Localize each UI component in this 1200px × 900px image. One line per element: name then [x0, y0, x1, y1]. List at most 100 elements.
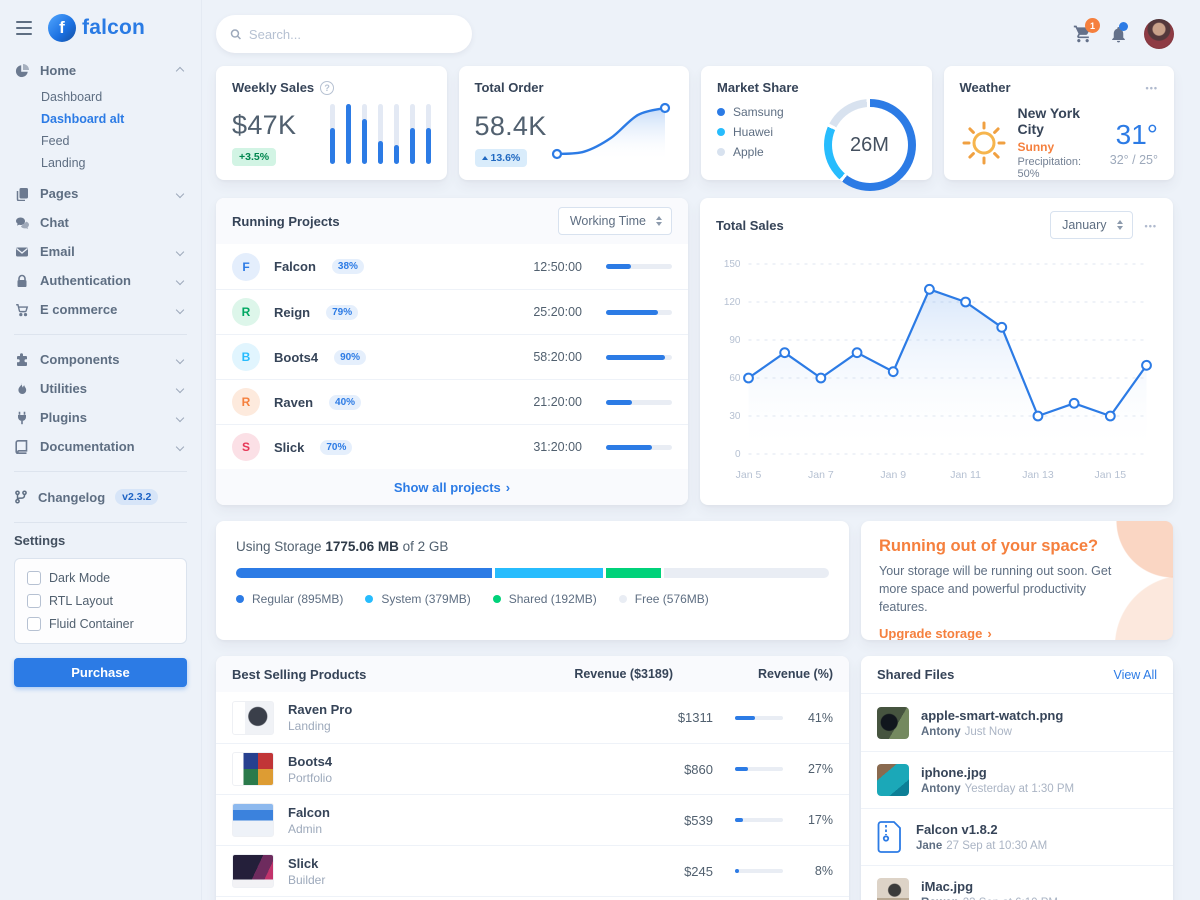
sidebar-item-label: Utilities	[40, 381, 87, 396]
project-avatar: R	[232, 388, 260, 416]
project-progress-fill	[606, 309, 659, 315]
settings-option-fluid-container[interactable]: Fluid Container	[27, 617, 174, 631]
product-thumbnail	[232, 752, 274, 786]
card-menu-button[interactable]	[1145, 221, 1157, 230]
storage-row: Using Storage 1775.06 MB of 2 GB Regular…	[216, 521, 1174, 640]
code-branch-icon	[14, 490, 28, 504]
card-menu-button[interactable]	[1146, 83, 1158, 92]
sidebar-item-label: Documentation	[40, 439, 135, 454]
product-percent-bar	[735, 767, 783, 771]
help-icon[interactable]: ?	[320, 80, 335, 95]
project-percent-badge: 79%	[326, 304, 359, 320]
project-time: 12:50:00	[533, 259, 582, 274]
month-select[interactable]: January	[1050, 211, 1133, 239]
checkbox[interactable]	[27, 571, 41, 585]
notifications-button[interactable]	[1109, 21, 1128, 44]
svg-text:Jan 7: Jan 7	[808, 469, 834, 481]
main-content: 1 Weekly Sales ?	[202, 0, 1200, 900]
legend-label: Huawei	[733, 125, 774, 139]
sidebar-item-feed[interactable]: Feed	[41, 134, 70, 148]
settings-option-label: Dark Mode	[49, 571, 111, 585]
product-thumbnail	[232, 803, 274, 837]
sidebar-item-landing[interactable]: Landing	[41, 156, 86, 170]
chart-pie-icon	[14, 63, 30, 78]
product-name[interactable]: Boots4	[288, 753, 333, 769]
weather-range: 32° / 25°	[1109, 152, 1158, 167]
brand-logo[interactable]: f falcon	[48, 14, 145, 42]
column-header-revenue: Revenue ($3189)	[574, 667, 673, 681]
weekly-sales-bar-chart	[329, 104, 431, 164]
sidebar-item-plugins[interactable]: Plugins	[14, 403, 187, 432]
checkbox[interactable]	[27, 617, 41, 631]
comments-icon	[14, 216, 30, 230]
sidebar-item-authentication[interactable]: Authentication	[14, 266, 187, 295]
product-name[interactable]: Falcon	[288, 804, 330, 820]
upgrade-storage-link[interactable]: Upgrade storage	[879, 626, 992, 640]
product-info: Boots4 Portfolio	[274, 754, 603, 785]
legend-dot	[365, 595, 374, 603]
project-name[interactable]: Slick	[274, 439, 305, 455]
sidebar-item-dashboard[interactable]: Dashboard	[41, 90, 103, 104]
user-avatar[interactable]	[1144, 19, 1174, 49]
sidebar-item-home[interactable]: Home	[14, 56, 187, 85]
weather-city: New York City	[1017, 105, 1081, 137]
card-title: Market Share	[717, 80, 799, 95]
show-all-projects-link[interactable]: Show all projects	[394, 480, 510, 495]
project-time: 31:20:00	[533, 440, 582, 454]
sidebar-item-dashboard-alt[interactable]: Dashboard alt	[41, 112, 125, 126]
best-selling-products-card: Best Selling Products Revenue ($3189) Re…	[216, 656, 849, 900]
project-name[interactable]: Raven	[274, 394, 314, 410]
card-title: Total Sales	[716, 217, 784, 233]
bar-fill	[329, 128, 335, 164]
view-all-link[interactable]: View All	[1113, 667, 1157, 682]
sidebar-item-label: Plugins	[40, 410, 87, 425]
product-name[interactable]: Raven Pro	[288, 702, 353, 717]
sun-icon	[962, 121, 1005, 164]
file-name[interactable]: iphone.jpg	[921, 765, 987, 780]
sidebar-item-utilities[interactable]: Utilities	[14, 374, 187, 403]
svg-text:30: 30	[729, 411, 741, 422]
product-category: Portfolio	[288, 770, 333, 785]
working-time-select[interactable]: Working Time	[557, 207, 672, 235]
sidebar-item-changelog[interactable]: Changelog v2.3.2	[14, 482, 187, 512]
project-time: 58:20:00	[533, 350, 582, 364]
checkbox[interactable]	[27, 594, 41, 608]
column-header-percent: Revenue (%)	[757, 667, 833, 681]
book-icon	[14, 439, 30, 454]
total-order-line-chart	[547, 95, 675, 167]
sidebar-item-documentation[interactable]: Documentation	[14, 432, 187, 461]
project-name[interactable]: Falcon	[274, 259, 316, 274]
menu-toggle-button[interactable]	[14, 19, 34, 37]
file-item-iphone-jpg: iphone.jpg Antony Yesterday at 1:30 PM	[861, 751, 1173, 808]
legend-dot	[717, 108, 725, 116]
purchase-button[interactable]: Purchase	[14, 658, 187, 687]
sidebar-item-pages[interactable]: Pages	[14, 179, 187, 208]
sidebar-item-components[interactable]: Components	[14, 345, 187, 374]
file-meta: Rowen 23 Sep at 6:10 PM	[921, 897, 1058, 900]
sidebar-item-email[interactable]: Email	[14, 237, 187, 266]
total-sales-line-chart: 0 30 60 90 120 150 Jan 5 Jan 7 Jan 9 Jan 11 Jan 13…	[700, 248, 1173, 505]
sidebar-item-chat[interactable]: Chat	[14, 208, 187, 237]
settings-option-rtl-layout[interactable]: RTL Layout	[27, 594, 174, 608]
svg-text:60: 60	[729, 373, 741, 384]
settings-option-dark-mode[interactable]: Dark Mode	[27, 571, 174, 585]
sidebar-item-label: Authentication	[40, 273, 131, 288]
file-name[interactable]: apple-smart-watch.png	[921, 707, 1064, 723]
file-name[interactable]: iMac.jpg	[921, 879, 974, 894]
sidebar-item-e-commerce[interactable]: E commerce	[14, 295, 187, 324]
storage-title: Using Storage 1775.06 MB of 2 GB	[236, 539, 449, 554]
project-name[interactable]: Reign	[274, 304, 311, 320]
topbar: 1	[216, 10, 1174, 58]
svg-text:120: 120	[724, 297, 741, 308]
version-badge: v2.3.2	[115, 489, 159, 505]
file-name[interactable]: Falcon v1.8.2	[916, 822, 998, 837]
sidebar-submenu: Dashboard Dashboard alt Feed Landing	[14, 85, 187, 179]
cart-button[interactable]: 1	[1073, 18, 1100, 44]
storage-legend-shared-192mb-: Shared (192MB)	[492, 592, 597, 606]
search-box[interactable]	[216, 15, 472, 53]
brand-row: f falcon	[14, 0, 187, 56]
total-order-value: 58.4K	[474, 111, 547, 141]
product-name[interactable]: Slick	[288, 855, 319, 871]
search-input[interactable]	[248, 26, 458, 42]
project-name[interactable]: Boots4	[274, 349, 319, 365]
